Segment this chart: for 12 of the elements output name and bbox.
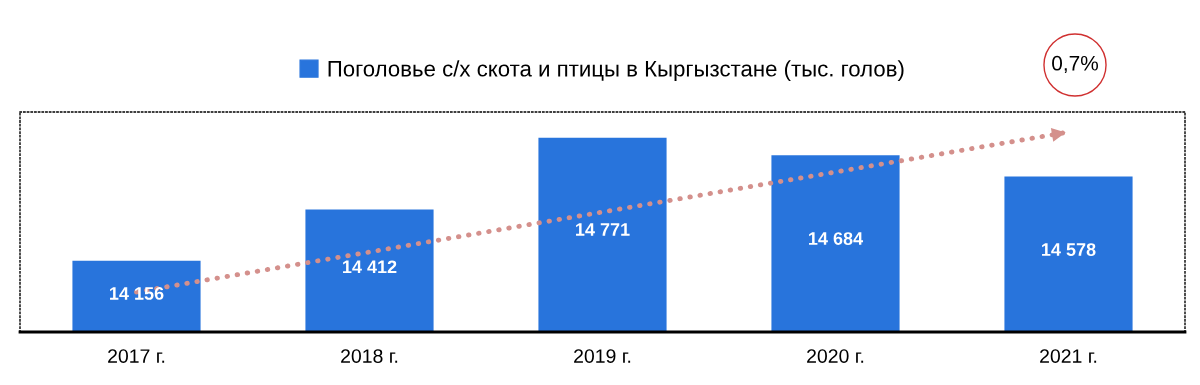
legend-label: Поголовье с/х скота и птицы в Кыргызстане (тыс. голов) xyxy=(328,60,904,81)
x-tick-label: 2021 г. xyxy=(1040,349,1097,363)
text: 0,7% xyxy=(1052,55,1098,74)
data-label: 14 578 xyxy=(1042,243,1096,256)
data-label: 14 412 xyxy=(343,260,397,274)
data-label: 14 156 xyxy=(110,287,164,300)
x-tick-label: 2020 г. xyxy=(807,349,864,363)
x-tick-label: 2017 г. xyxy=(108,349,165,363)
x-tick-label: 2019 г. xyxy=(574,349,631,363)
data-label: 14 684 xyxy=(809,232,864,245)
x-tick-label: 2018 г. xyxy=(341,349,398,363)
data-label: 14 771 xyxy=(576,223,630,236)
